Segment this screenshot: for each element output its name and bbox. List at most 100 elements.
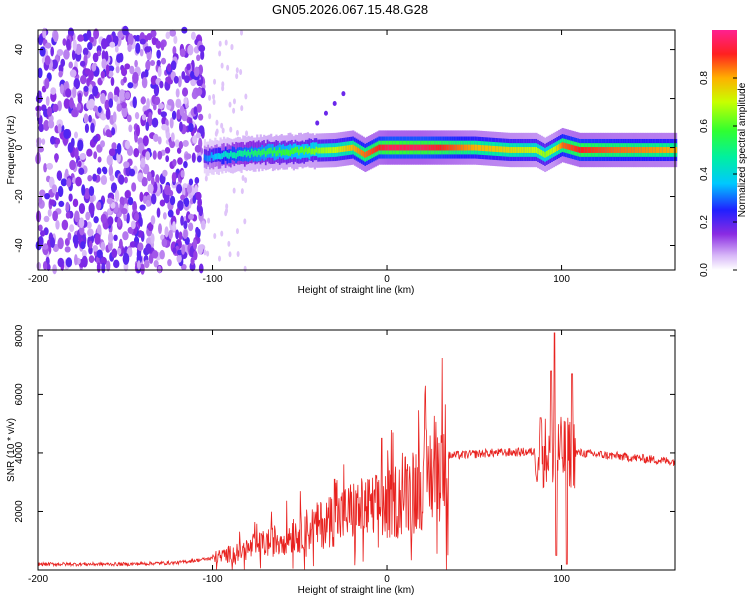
ridge-cell (573, 145, 576, 152)
noise-cell (187, 213, 195, 220)
ridge-cell (322, 147, 325, 154)
ridge-cell (352, 144, 355, 151)
noise-cell (150, 215, 156, 225)
noise-cell (184, 236, 190, 245)
ridge-cell (631, 147, 634, 153)
ridge-cell (397, 144, 400, 151)
ridge-cell (240, 150, 243, 157)
noise-cell (235, 73, 239, 80)
ridge-cell (362, 150, 365, 157)
noise-cell (75, 176, 82, 187)
noise-cell (69, 159, 76, 171)
ridge-cell (425, 144, 428, 151)
ridge-cell (458, 144, 461, 151)
noise-cell (200, 220, 206, 231)
noise-cell (77, 34, 84, 42)
noise-cell (60, 58, 66, 68)
ridge-cell (399, 144, 402, 151)
ridge-cell (613, 147, 617, 153)
noise-cell (134, 212, 140, 222)
noise-cell (132, 96, 137, 109)
ridge-cell (268, 147, 271, 154)
noise-cell (228, 101, 232, 108)
ridge-cell (442, 144, 446, 151)
noise-cell (118, 174, 125, 185)
ridge-cell (318, 147, 322, 154)
noise-cell (190, 79, 197, 87)
noise-cell (228, 251, 232, 258)
noise-cell (227, 240, 231, 247)
noise-cell (145, 199, 151, 207)
noise-cell (130, 220, 136, 230)
ridge-cell (444, 144, 447, 151)
noise-cell (111, 142, 117, 150)
ridge-cell (503, 146, 507, 153)
ridge-cell (538, 149, 542, 155)
ridge-cell (259, 150, 262, 157)
noise-cell (119, 196, 125, 205)
noise-cell (145, 243, 152, 254)
noise-cell (111, 127, 116, 136)
noise-cell (43, 162, 48, 173)
noise-cell (146, 171, 152, 182)
ridge-cell (580, 147, 583, 153)
ridge-cell (245, 151, 248, 158)
ridge-cell (350, 144, 353, 151)
ridge-cell (271, 150, 275, 157)
noise-cell (182, 139, 189, 147)
noise-cell (62, 38, 67, 46)
ridge-cell (624, 147, 627, 153)
snr-ylabel: SNR (10 * v/v) (6, 418, 17, 482)
ridge-cell (308, 147, 311, 153)
ridge-cell (421, 144, 425, 151)
noise-cell (173, 75, 179, 84)
noise-cell (38, 195, 43, 205)
noise-cell (135, 124, 141, 137)
ridge-cell (615, 147, 618, 153)
noise-cell (57, 237, 64, 250)
ridge-cell (598, 147, 601, 153)
noise-cell (52, 210, 59, 222)
noise-cell (196, 103, 202, 113)
noise-cell (186, 184, 193, 194)
noise-cell (35, 105, 42, 112)
noise-cell (139, 48, 144, 57)
noise-cell (132, 201, 137, 213)
ridge-cell (383, 144, 386, 151)
noise-cell (47, 208, 52, 217)
noise-cell (195, 191, 202, 201)
noise-cell (36, 152, 41, 164)
noise-cell (240, 29, 244, 36)
ridge-cell (222, 151, 226, 158)
ridge-cell (661, 147, 664, 153)
noise-cell (127, 196, 134, 206)
ridge-cell (298, 149, 301, 156)
noise-cell (96, 224, 102, 237)
noise-cell (220, 62, 224, 69)
ridge-cell (217, 153, 220, 159)
noise-cell (74, 254, 78, 266)
noise-cell (164, 184, 171, 196)
noise-cell (229, 126, 233, 133)
ridge-cell (620, 147, 624, 153)
ridge-cell (210, 152, 213, 159)
noise-cell (137, 230, 144, 238)
noise-cell (167, 209, 174, 218)
noise-cell (94, 233, 101, 245)
ridge-cell (626, 147, 629, 153)
ridge-cell (551, 148, 554, 154)
noise-cell (38, 35, 44, 46)
noise-cell (165, 131, 171, 140)
noise-cell (243, 218, 247, 225)
noise-cell (188, 122, 194, 133)
noise-cell (239, 68, 243, 75)
noise-cell (183, 229, 188, 239)
noise-cell (106, 197, 113, 205)
ridge-cell (299, 147, 302, 154)
ridge-cell (645, 147, 648, 153)
noise-cell (57, 123, 62, 134)
noise-cell (108, 98, 114, 108)
colorbar-label: Normalized spectral amplitude (737, 82, 748, 217)
ridge-cell (430, 144, 433, 151)
ridge-cell (675, 147, 678, 153)
